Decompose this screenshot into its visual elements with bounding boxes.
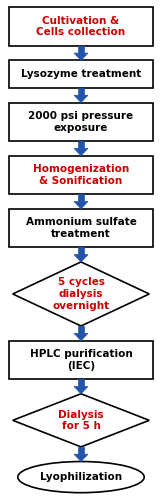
Polygon shape bbox=[78, 46, 84, 53]
Text: Lysozyme treatment: Lysozyme treatment bbox=[21, 69, 141, 79]
Polygon shape bbox=[78, 447, 84, 454]
Polygon shape bbox=[78, 248, 84, 254]
Polygon shape bbox=[74, 202, 88, 209]
Polygon shape bbox=[74, 334, 88, 340]
Text: 5 cycles
dialysis
overnight: 5 cycles dialysis overnight bbox=[52, 278, 110, 310]
Text: Ammonium sulfate
treatment: Ammonium sulfate treatment bbox=[26, 217, 136, 239]
Polygon shape bbox=[74, 95, 88, 102]
Text: Dialysis
for 5 h: Dialysis for 5 h bbox=[58, 410, 104, 431]
Text: Lyophilization: Lyophilization bbox=[40, 472, 122, 482]
FancyBboxPatch shape bbox=[9, 102, 153, 141]
Polygon shape bbox=[74, 386, 88, 394]
FancyBboxPatch shape bbox=[9, 340, 153, 379]
Polygon shape bbox=[78, 326, 84, 334]
Polygon shape bbox=[78, 141, 84, 148]
FancyBboxPatch shape bbox=[9, 209, 153, 248]
Ellipse shape bbox=[18, 462, 144, 492]
Polygon shape bbox=[78, 379, 84, 386]
Text: Cultivation &
Cells collection: Cultivation & Cells collection bbox=[36, 16, 126, 38]
FancyBboxPatch shape bbox=[9, 8, 153, 46]
FancyBboxPatch shape bbox=[9, 156, 153, 194]
Text: 2000 psi pressure
exposure: 2000 psi pressure exposure bbox=[29, 111, 133, 132]
Text: HPLC purification
(IEC): HPLC purification (IEC) bbox=[30, 349, 132, 370]
Text: Homogenization
& Sonification: Homogenization & Sonification bbox=[33, 164, 129, 186]
Polygon shape bbox=[74, 148, 88, 156]
Polygon shape bbox=[74, 53, 88, 60]
Polygon shape bbox=[13, 394, 149, 447]
Polygon shape bbox=[74, 254, 88, 262]
Polygon shape bbox=[78, 88, 84, 95]
Polygon shape bbox=[13, 262, 149, 326]
Polygon shape bbox=[78, 194, 84, 202]
Polygon shape bbox=[74, 454, 88, 462]
FancyBboxPatch shape bbox=[9, 60, 153, 88]
